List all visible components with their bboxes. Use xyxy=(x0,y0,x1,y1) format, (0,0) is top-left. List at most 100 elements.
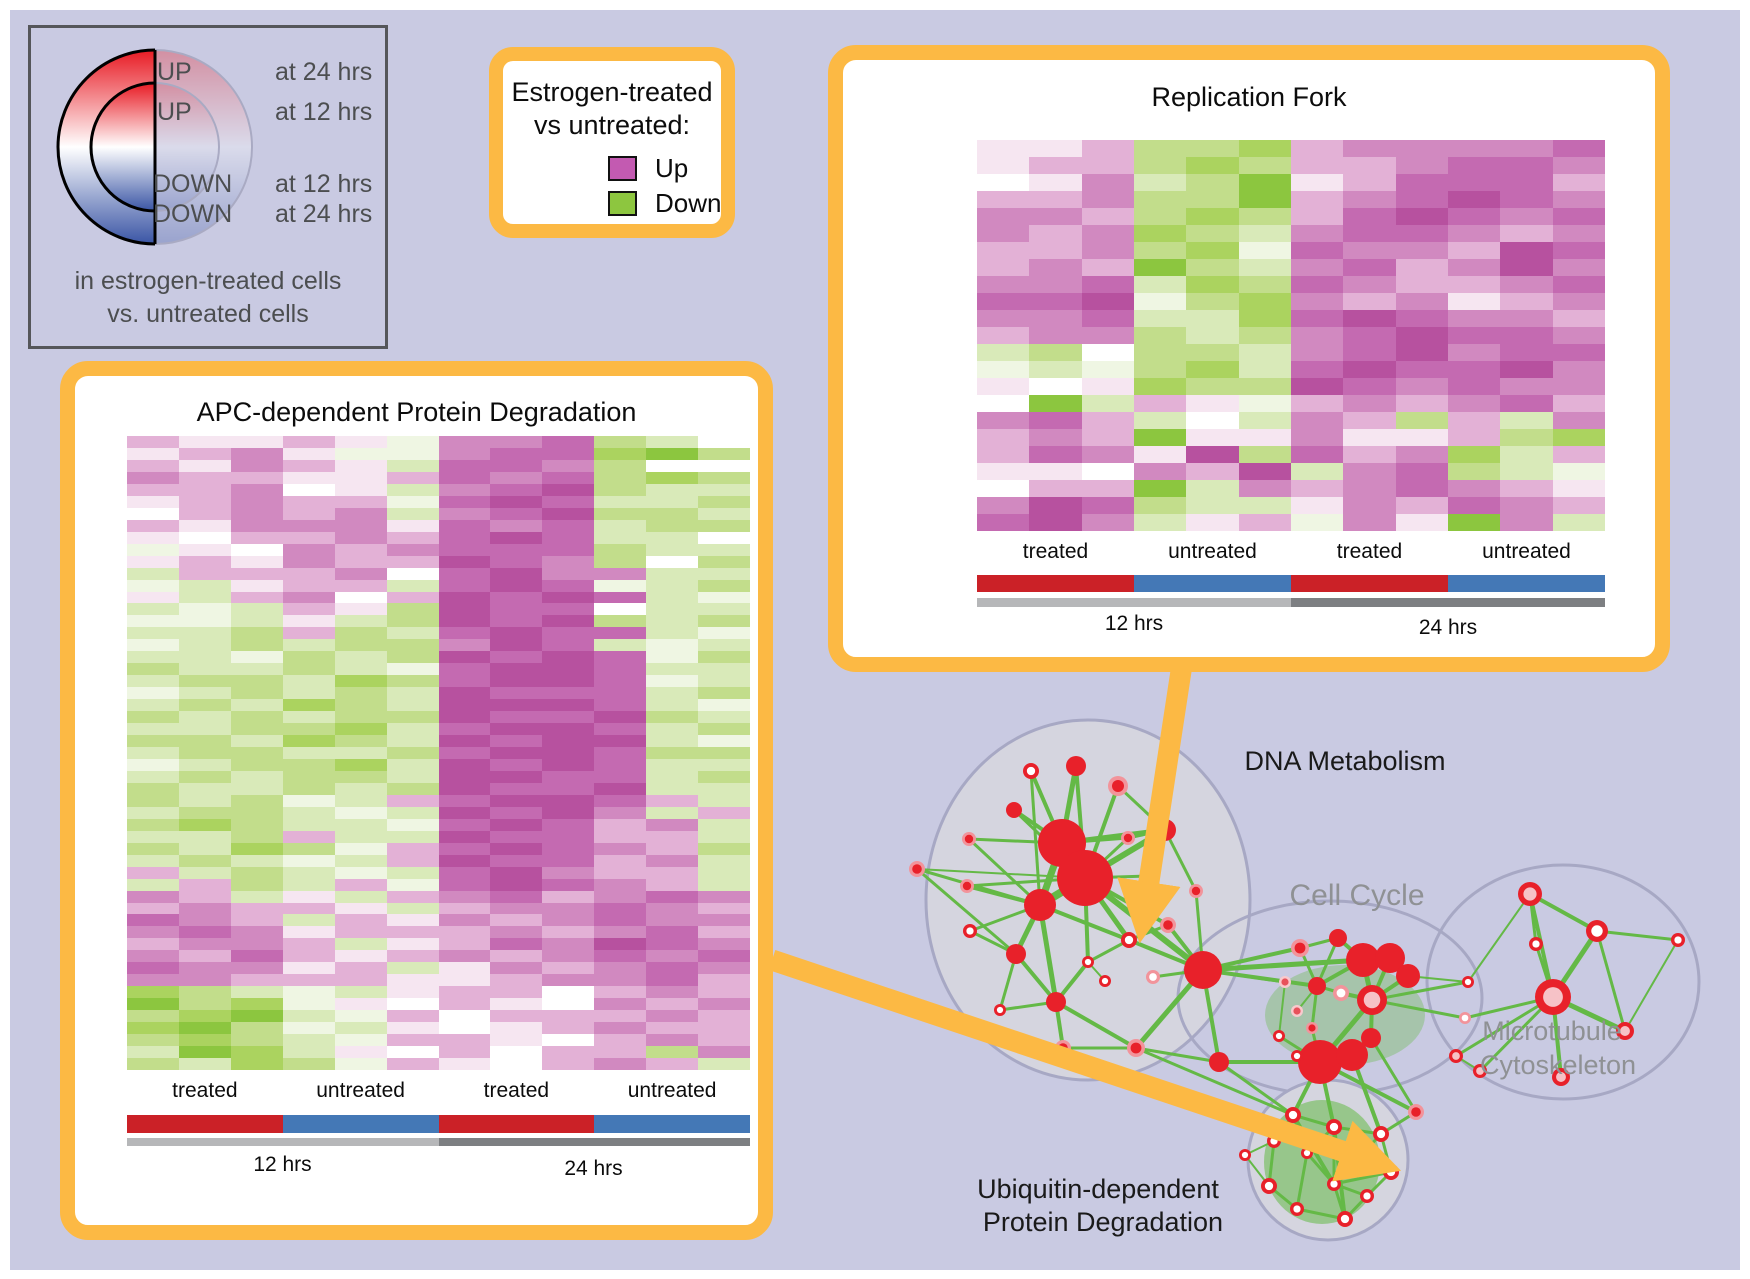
heatmap-cell xyxy=(386,854,439,867)
heatmap-cell xyxy=(334,818,387,831)
heatmap-cell xyxy=(1552,310,1605,327)
heatmap-cell xyxy=(1447,140,1501,157)
heatmap-cell xyxy=(127,902,179,915)
heatmap-cell xyxy=(334,1046,387,1059)
network-node-core xyxy=(1591,925,1603,937)
heatmap-cell xyxy=(1029,446,1082,463)
heatmap-cell xyxy=(1395,395,1448,412)
heatmap-cell xyxy=(1447,191,1501,208)
heatmap-cell xyxy=(1029,174,1082,191)
heatmap-cell xyxy=(594,854,647,867)
heatmap-cell xyxy=(542,735,595,748)
heatmap-cell xyxy=(386,531,439,544)
heatmap-cell xyxy=(334,914,387,927)
heatmap-cell xyxy=(1186,140,1239,157)
heatmap-cell xyxy=(282,974,335,987)
heatmap-cell xyxy=(282,519,335,532)
heatmap-cell xyxy=(646,459,699,472)
heatmap-cell xyxy=(542,770,595,783)
heatmap-cell xyxy=(594,998,647,1011)
heatmap-cell xyxy=(334,459,387,472)
heatmap-cell xyxy=(594,1022,647,1035)
heatmap-cell xyxy=(1186,276,1239,293)
estrogen-legend-title-line1: Estrogen-treated xyxy=(511,77,713,107)
heatmap-cell xyxy=(127,579,179,592)
heatmap-cell xyxy=(698,890,750,903)
heatmap-cell xyxy=(1500,208,1553,225)
heatmap-cell xyxy=(646,699,699,712)
network-node xyxy=(1184,951,1222,989)
heatmap-cell xyxy=(1186,293,1239,310)
network-edge xyxy=(1369,1037,1418,1113)
heatmap-cell xyxy=(1186,514,1239,531)
heatmap-cell xyxy=(334,747,387,759)
network-node-core xyxy=(1149,973,1157,981)
heatmap-cell xyxy=(646,507,699,520)
heatmap-cell xyxy=(698,699,750,712)
heatmap-cell xyxy=(646,1046,699,1059)
network-edge xyxy=(1455,995,1554,1058)
heatmap-cell xyxy=(490,699,543,712)
network-edge xyxy=(1135,1046,1294,1117)
heatmap-cell xyxy=(490,495,543,508)
heatmap-cell xyxy=(490,447,543,460)
heatmap-cell xyxy=(542,579,595,592)
heatmap-cell xyxy=(1343,395,1396,412)
heatmap-cell xyxy=(1500,429,1553,446)
legend-caption-line1: in estrogen-treated cells xyxy=(74,267,342,295)
heatmap-cell xyxy=(1395,174,1448,191)
up-label: Up xyxy=(655,153,689,183)
heatmap-cell xyxy=(698,651,750,664)
heatmap-cell xyxy=(1186,378,1239,395)
heatmap-cell xyxy=(646,830,699,843)
heatmap-cell xyxy=(594,591,647,604)
heatmap-cell xyxy=(438,663,491,676)
heatmap-cell xyxy=(1500,327,1553,344)
heatmap-cell xyxy=(1029,463,1082,480)
heatmap-cell xyxy=(334,579,387,592)
heatmap-cell xyxy=(977,429,1030,446)
heatmap-cell xyxy=(698,591,750,604)
heatmap-cell xyxy=(1343,463,1396,480)
heatmap-cell xyxy=(438,1010,491,1023)
heatmap-cell xyxy=(438,830,491,843)
heatmap-cell xyxy=(490,519,543,532)
heatmap-cell xyxy=(1447,480,1501,497)
connector-arrow xyxy=(768,950,1402,1182)
heatmap-cell xyxy=(1500,293,1553,310)
heatmap-cell xyxy=(1552,344,1605,361)
heatmap-cell xyxy=(1290,446,1344,463)
heatmap-cell xyxy=(1290,259,1344,276)
heatmap-cell xyxy=(1395,191,1448,208)
heatmap-cell xyxy=(490,830,543,843)
estrogen-legend-box: Estrogen-treated vs untreated: Up Down xyxy=(489,47,735,238)
heatmap-cell xyxy=(230,591,283,604)
heatmap-cell xyxy=(438,471,491,484)
up-color-swatch xyxy=(608,156,637,181)
heatmap-cell xyxy=(386,974,439,987)
heatmap-cell xyxy=(230,543,283,556)
heatmap-cell xyxy=(646,747,699,759)
heatmap-cell xyxy=(594,818,647,831)
heatmap-cell xyxy=(386,830,439,843)
heatmap-cell xyxy=(282,770,335,783)
heatmap-cell xyxy=(178,603,231,616)
heatmap-cell xyxy=(334,1034,387,1047)
heatmap-cell xyxy=(698,986,750,999)
heatmap-cell xyxy=(594,639,647,652)
heatmap-cell xyxy=(646,651,699,664)
heatmap-cell xyxy=(386,555,439,568)
heatmap-cell xyxy=(282,447,335,460)
heatmap-cell xyxy=(977,395,1030,412)
heatmap-cell xyxy=(1395,514,1448,531)
heatmap-cell xyxy=(386,639,439,652)
heatmap-cell xyxy=(127,639,179,652)
heatmap-cell xyxy=(334,735,387,748)
heatmap-cell xyxy=(1081,208,1134,225)
heatmap-cell xyxy=(698,459,750,472)
heatmap-cell xyxy=(230,986,283,999)
heatmap-cell xyxy=(490,950,543,963)
heatmap-cell xyxy=(1290,429,1344,446)
heatmap-cell xyxy=(1290,157,1344,174)
legend-item-up: Up xyxy=(608,153,688,184)
